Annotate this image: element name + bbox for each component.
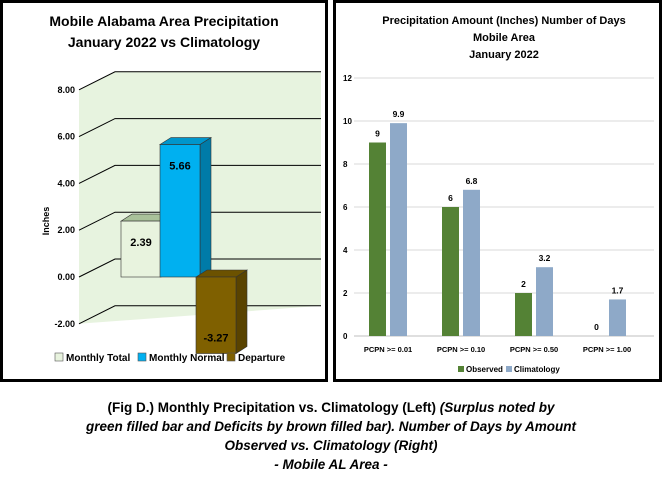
left-y-tick-label: 2.00 (57, 225, 75, 235)
left-gridline (78, 211, 321, 231)
right-legend-swatch (458, 366, 464, 372)
caption-line-2: green filled bar and Deficits by brown f… (85, 419, 577, 434)
left-gridline (78, 258, 321, 278)
right-y-tick-label: 8 (343, 160, 348, 169)
right-bar-climatology-label: 1.7 (612, 285, 624, 295)
left-y-axis-label: Inches (41, 207, 51, 236)
right-chart-subtitle: Mobile Area (473, 32, 536, 44)
left-legend-label: Departure (238, 353, 286, 364)
left-chart-subtitle: January 2022 vs Climatology (68, 34, 260, 50)
left-gridline (78, 118, 321, 138)
right-bar-observed-label: 2 (521, 279, 526, 289)
caption-line-1-normal: (Fig D.) Monthly Precipitation vs. Clima… (107, 400, 440, 415)
left-bar-label: 5.66 (169, 161, 190, 173)
right-bar-climatology-label: 9.9 (393, 109, 405, 119)
right-x-tick-label: PCPN >= 0.10 (437, 345, 485, 354)
right-bar-observed (442, 207, 459, 336)
right-legend: Observed Climatology (458, 365, 560, 374)
left-gridline (78, 305, 321, 325)
right-chart-title: Precipitation Amount (Inches) Number of … (382, 15, 625, 27)
left-legend-swatch (226, 352, 236, 362)
left-y-tick-label: 4.00 (57, 178, 75, 188)
right-x-tick-label: PCPN >= 0.01 (364, 345, 412, 354)
right-plot-area: 0 2 4 6 8 10 12 9 9.9 PCPN >= 0.01 6 6.8 PCPN >= 0.1… (343, 74, 654, 354)
right-y-tick-label: 2 (343, 289, 348, 298)
right-group-1: 9 9.9 PCPN >= 0.01 (364, 109, 412, 354)
right-bar-climatology (609, 299, 626, 336)
right-y-tick-label: 6 (343, 203, 348, 212)
left-bar-side (235, 269, 248, 355)
left-legend: Monthly Total Monthly Normal Departure (54, 352, 286, 364)
caption-line-1-italic: (Surplus noted by (439, 400, 555, 415)
left-bar-label: 2.39 (130, 237, 151, 249)
right-chart-subtitle-date: January 2022 (469, 49, 539, 61)
left-bar-side (199, 137, 212, 278)
left-gridline (78, 71, 321, 91)
right-y-tick-label: 10 (343, 117, 352, 126)
caption-line-4: - Mobile AL Area - (274, 457, 388, 472)
caption-line-1: (Fig D.) Monthly Precipitation vs. Clima… (0, 398, 662, 417)
right-legend-swatch (506, 366, 512, 372)
right-legend-label: Observed (466, 365, 503, 374)
right-bar-observed (515, 293, 532, 336)
right-bar-observed-label: 0 (594, 322, 599, 332)
right-bar-climatology-label: 6.8 (466, 176, 478, 186)
right-bar-observed-label: 6 (448, 193, 453, 203)
right-x-tick-label: PCPN >= 1.00 (583, 345, 631, 354)
caption-line-3: Observed vs. Climatology (Right) (224, 438, 438, 453)
right-x-tick-label: PCPN >= 0.50 (510, 345, 558, 354)
left-y-tick-label: 6.00 (57, 132, 75, 142)
right-chart-panel: Precipitation Amount (Inches) Number of … (333, 0, 662, 382)
left-legend-label: Monthly Normal (149, 353, 225, 364)
right-bar-climatology (463, 189, 480, 336)
left-bar-front (159, 144, 201, 278)
right-y-tick-label: 4 (343, 246, 348, 255)
right-bar-observed (369, 142, 386, 336)
left-bar-front (120, 220, 162, 278)
left-legend-swatch (137, 352, 147, 362)
left-bar-label: -3.27 (203, 333, 228, 345)
right-y-tick-label: 12 (343, 74, 352, 83)
right-legend-label: Climatology (514, 365, 560, 374)
right-group-2: 6 6.8 PCPN >= 0.10 (437, 176, 485, 354)
right-chart: Precipitation Amount (Inches) Number of … (343, 15, 654, 374)
left-gridline (78, 164, 321, 184)
left-y-tick-label: 8.00 (57, 85, 75, 95)
right-bar-climatology (390, 123, 407, 337)
left-chart: Mobile Alabama Area Precipitation Januar… (41, 13, 321, 364)
right-group-4: 0 1.7 PCPN >= 1.00 (583, 285, 631, 354)
left-chart-panel: Mobile Alabama Area Precipitation Januar… (0, 0, 328, 382)
right-bar-observed-label: 9 (375, 129, 380, 139)
right-y-tick-label: 0 (343, 332, 348, 341)
left-plot-area: -2.00 0.00 2.00 4.00 6.00 8.00 2.39 5.66 -3.27 (54, 71, 321, 355)
left-bar-3: -3.27 (194, 269, 249, 355)
right-bar-climatology-label: 3.2 (539, 253, 551, 263)
left-y-tick-label: 0.00 (57, 272, 75, 282)
figure-caption: (Fig D.) Monthly Precipitation vs. Clima… (0, 398, 662, 474)
right-bar-climatology (536, 267, 553, 336)
left-legend-swatch (54, 352, 64, 362)
right-group-3: 2 3.2 PCPN >= 0.50 (510, 253, 558, 354)
left-bar-front (195, 276, 237, 354)
left-chart-title: Mobile Alabama Area Precipitation (49, 13, 278, 29)
left-y-tick-label: -2.00 (54, 319, 75, 329)
left-legend-label: Monthly Total (66, 353, 130, 364)
left-bar-2: 5.66 (158, 137, 213, 278)
